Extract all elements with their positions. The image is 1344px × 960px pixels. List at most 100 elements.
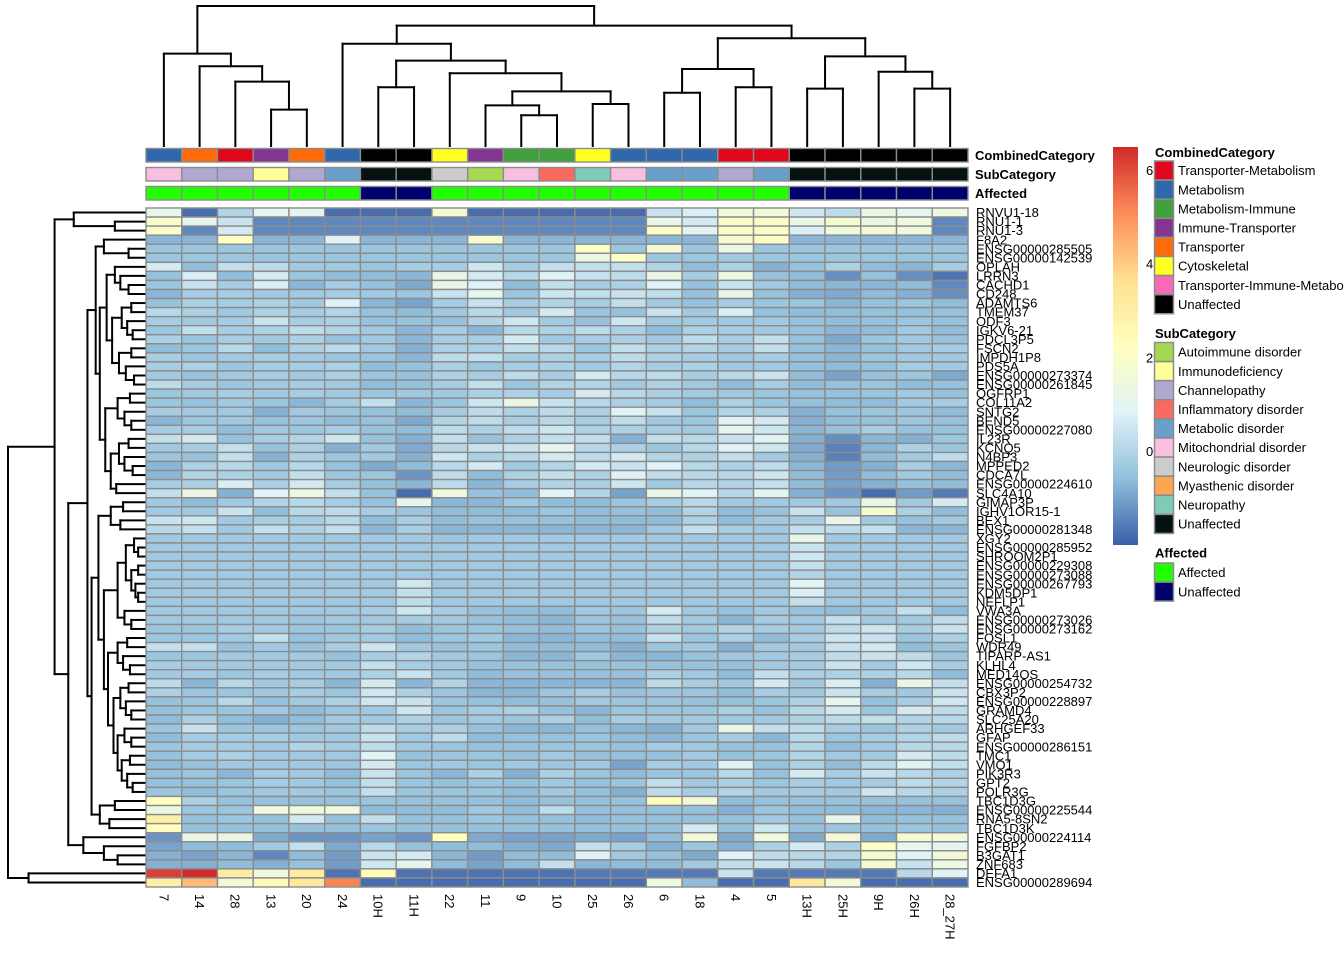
heatmap-cell <box>645 469 683 481</box>
heatmap-cell <box>359 252 397 264</box>
heatmap-cell <box>145 569 183 580</box>
heatmap-cell <box>181 768 219 780</box>
heatmap-cell <box>574 370 612 381</box>
heatmap-cell <box>824 831 862 843</box>
row-label: WDR49 <box>976 640 1022 655</box>
annotation-cell-affected <box>323 185 362 201</box>
heatmap-cell <box>574 361 612 372</box>
heatmap-cell <box>288 705 326 716</box>
heatmap-cell <box>931 487 969 499</box>
heatmap-cell <box>538 524 576 535</box>
heatmap-cell <box>681 641 719 653</box>
heatmap-cell <box>895 687 933 698</box>
heatmap-cell <box>788 868 826 879</box>
heatmap-cell <box>431 587 469 598</box>
heatmap-cell <box>466 207 505 218</box>
heatmap-cell <box>359 352 397 363</box>
heatmap-cell <box>931 569 969 580</box>
heatmap-cell <box>252 804 290 816</box>
heatmap-cell <box>681 687 719 698</box>
heatmap-cell <box>752 515 791 526</box>
heatmap-cell <box>502 234 540 245</box>
heatmap-cell <box>538 497 576 508</box>
heatmap-cell <box>502 361 540 372</box>
heatmap-cell <box>681 596 719 608</box>
heatmap-cell <box>502 750 540 761</box>
heatmap-cell <box>252 614 290 626</box>
row-label: NEFLP1 <box>976 594 1025 609</box>
heatmap-cell <box>288 315 326 327</box>
heatmap-cell <box>717 415 755 426</box>
heatmap-cell <box>895 406 933 417</box>
row-label: ENSG00000286151 <box>976 739 1092 754</box>
heatmap-cell <box>752 569 791 580</box>
heatmap-cell <box>609 596 648 608</box>
heatmap-cell <box>681 868 719 879</box>
heatmap-cell <box>574 850 612 861</box>
heatmap-cell <box>538 850 576 861</box>
heatmap-cell <box>145 243 183 254</box>
heatmap-cell <box>359 261 397 273</box>
annotation-cell-combinedcategory <box>717 147 755 163</box>
heatmap-cell <box>931 524 969 535</box>
heatmap-cell <box>323 678 362 689</box>
heatmap-cell <box>574 822 612 834</box>
heatmap-cell <box>395 497 433 508</box>
heatmap-cell <box>681 442 719 454</box>
heatmap-cell <box>359 868 397 879</box>
heatmap-cell <box>931 813 969 825</box>
heatmap-cell <box>288 578 326 589</box>
annotation-cell-subcategory <box>359 166 397 182</box>
heatmap-cell <box>860 759 898 771</box>
row-label: ENSG00000228897 <box>976 694 1092 709</box>
heatmap-cell <box>895 542 933 553</box>
heatmap-cell <box>145 650 183 662</box>
heatmap-cell <box>717 578 755 589</box>
heatmap-cell <box>502 705 540 716</box>
heatmap-cell <box>252 795 290 807</box>
heatmap-cell <box>288 623 326 635</box>
row-label: RNU1-3 <box>976 223 1023 238</box>
heatmap-cell <box>395 297 433 309</box>
heatmap-cell <box>717 442 755 454</box>
heatmap-cell <box>574 451 612 463</box>
heatmap-cell <box>931 533 969 544</box>
row-label: KDM5DP1 <box>976 585 1037 600</box>
heatmap-cell <box>216 596 254 608</box>
heatmap-cell <box>395 306 433 318</box>
heatmap-cell <box>216 614 254 626</box>
annotation-cell-combinedcategory <box>788 147 826 163</box>
annotation-cell-subcategory <box>502 166 540 182</box>
heatmap-cell <box>395 759 433 771</box>
heatmap-cell <box>860 650 898 662</box>
heatmap-cell <box>645 696 683 707</box>
heatmap-cell <box>323 569 362 580</box>
heatmap-cell <box>288 243 326 254</box>
heatmap-cell <box>752 877 791 888</box>
heatmap-cell <box>216 442 254 454</box>
heatmap-cell <box>645 460 683 472</box>
heatmap-cell <box>824 252 862 264</box>
heatmap-cell <box>824 487 862 499</box>
heatmap-cell <box>252 678 290 689</box>
heatmap-cell <box>717 261 755 273</box>
heatmap-cell <box>538 786 576 798</box>
heatmap-cell <box>788 207 826 218</box>
heatmap-cell <box>717 650 755 662</box>
heatmap-cell <box>288 288 326 300</box>
row-label: ENSG00000281348 <box>976 522 1092 537</box>
heatmap-cell <box>145 750 183 761</box>
heatmap-cell <box>717 216 755 227</box>
heatmap-cell <box>717 542 755 553</box>
heatmap-cell <box>824 370 862 381</box>
heatmap-cell <box>824 352 862 363</box>
row-label: VMO1 <box>976 757 1013 772</box>
heatmap-cell <box>645 813 683 825</box>
heatmap-cell <box>395 234 433 245</box>
heatmap-cell <box>431 207 469 218</box>
heatmap-cell <box>931 515 969 526</box>
row-label: OGFRP1 <box>976 386 1029 401</box>
heatmap-cell <box>216 261 254 273</box>
heatmap-cell <box>717 225 755 236</box>
heatmap-cell <box>145 596 183 608</box>
